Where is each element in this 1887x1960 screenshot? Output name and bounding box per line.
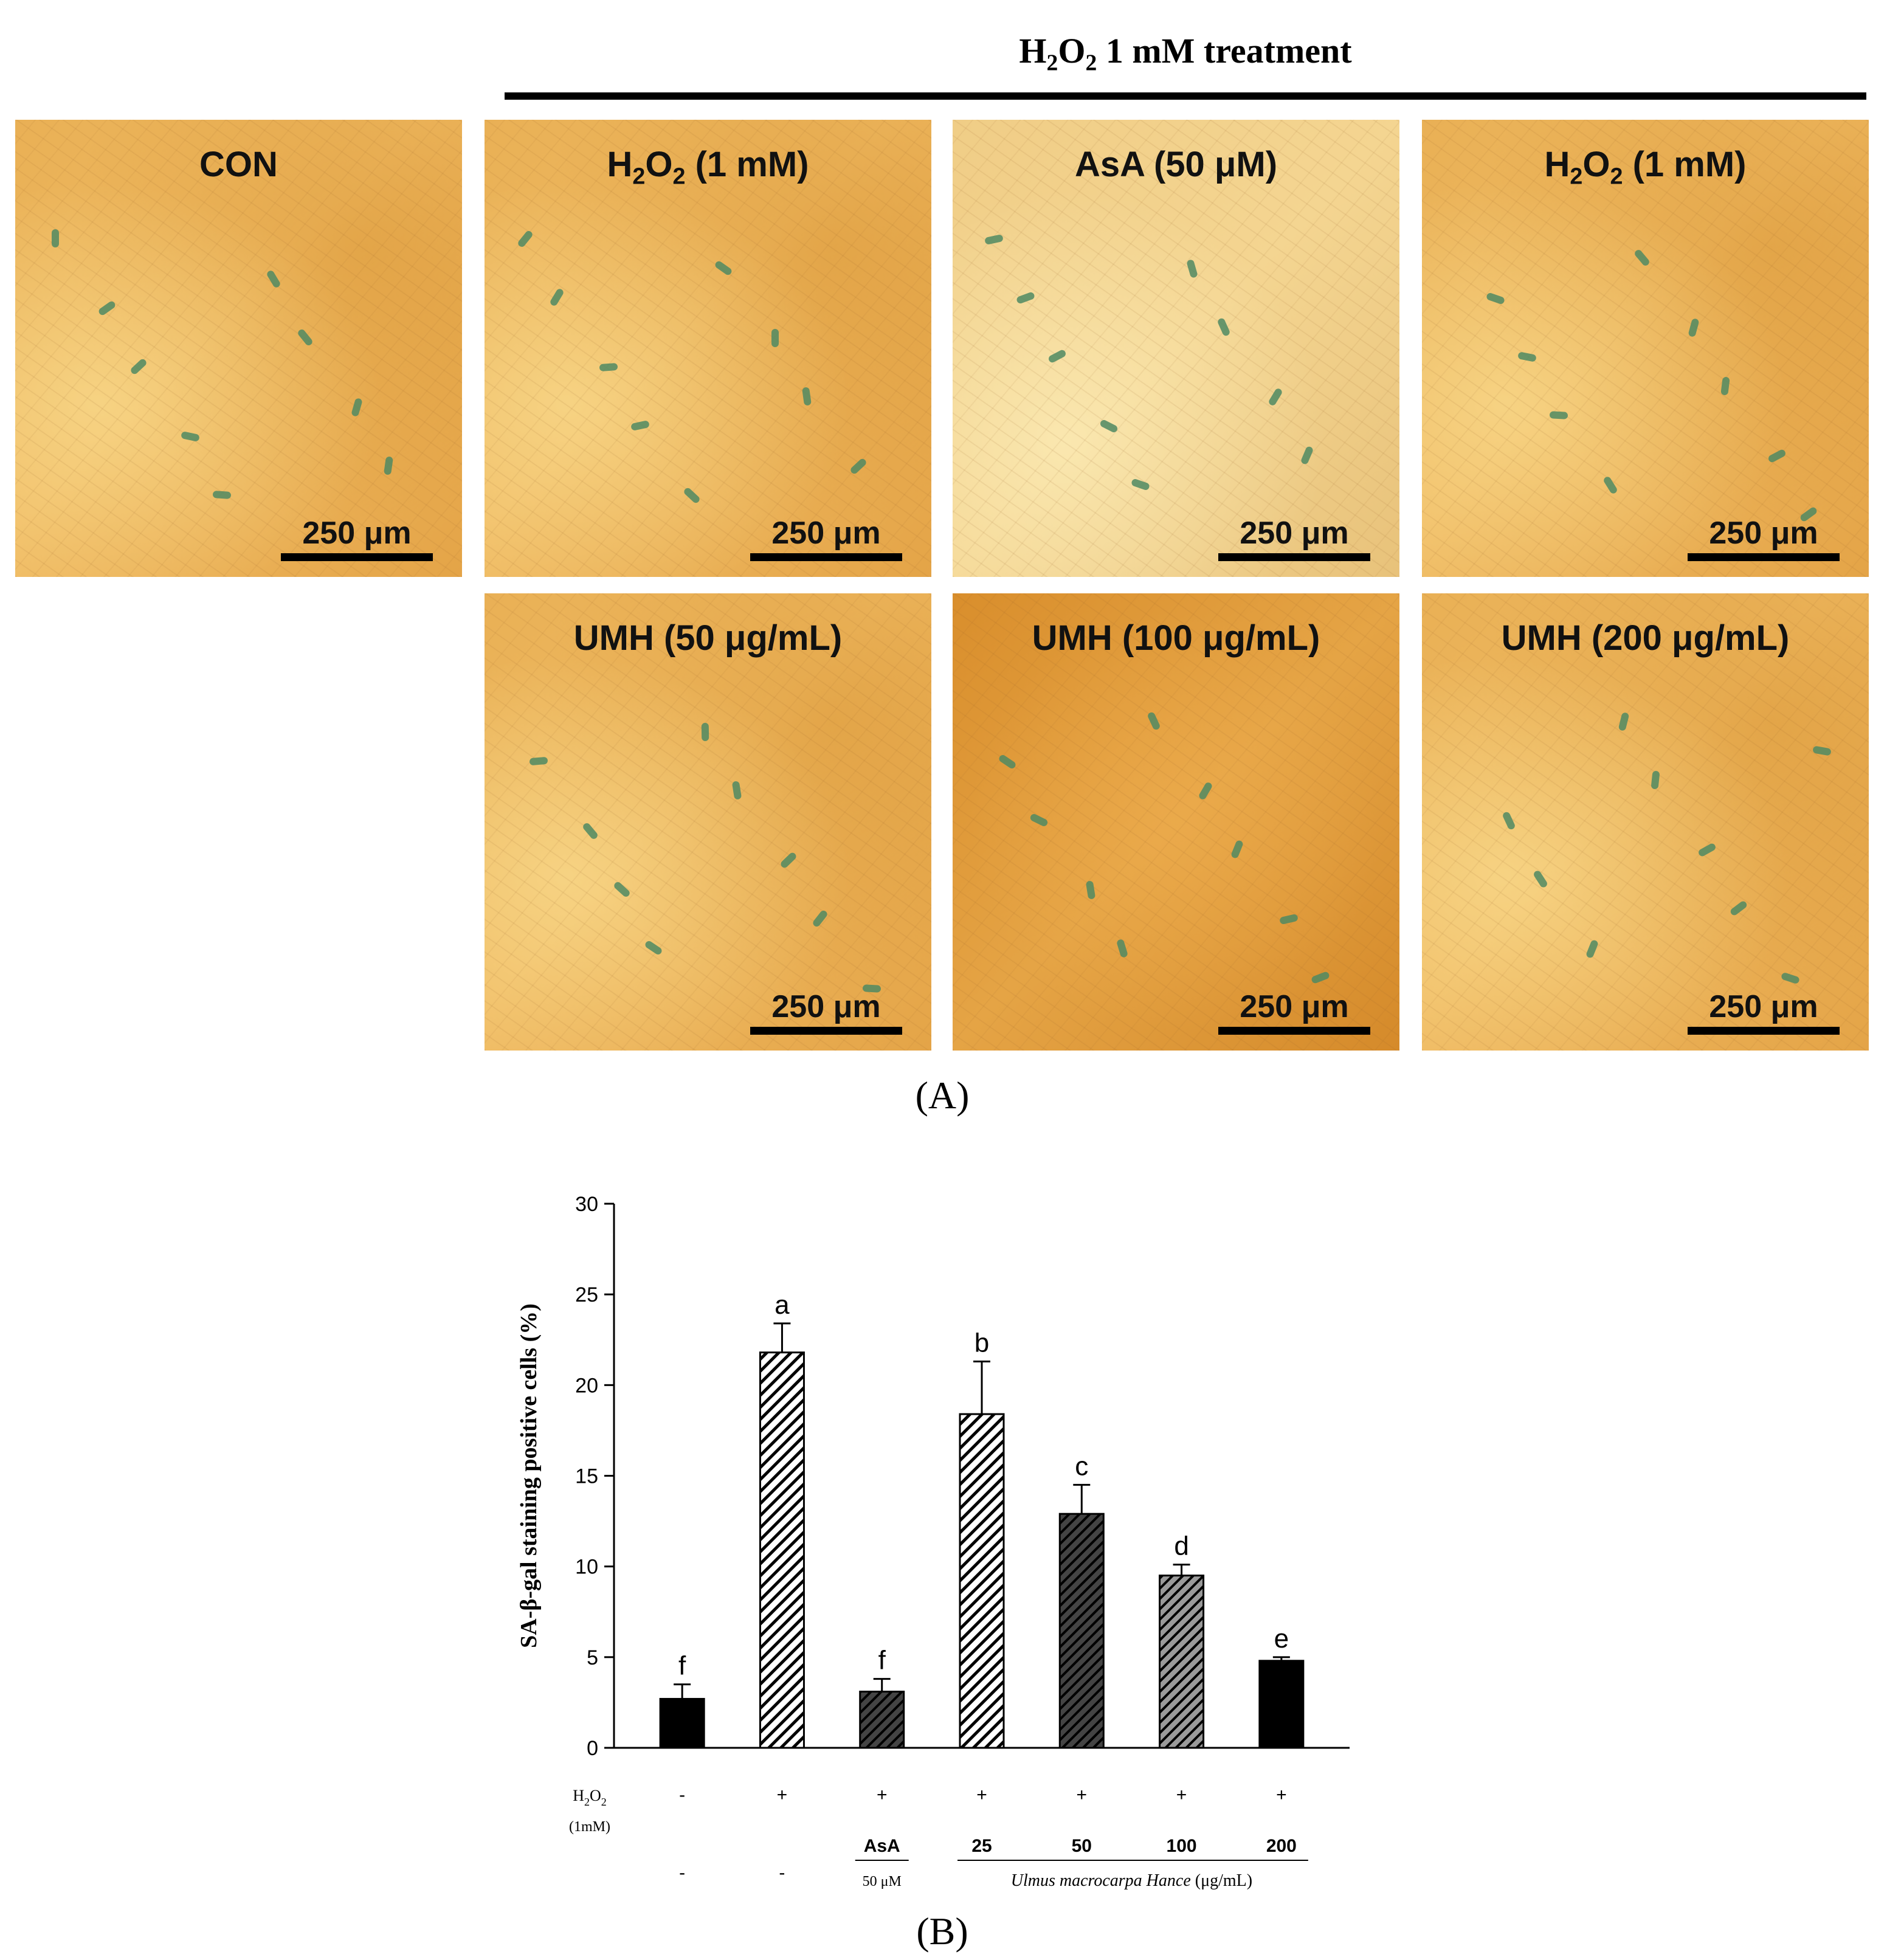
panel-b-caption: (B) — [916, 1910, 968, 1953]
chart-bars: f a f b c d e — [659, 1290, 1305, 1749]
treatment-row-value: - — [779, 1863, 785, 1883]
scale-bar-label: 250 μm — [771, 516, 881, 551]
micrograph-umh-200: UMH (200 μg/mL) 250 μm — [1422, 593, 1869, 1051]
scale-bar-label: 250 μm — [302, 516, 412, 551]
panel-label: UMH (200 μg/mL) — [1501, 618, 1790, 658]
significance-letter: a — [774, 1290, 790, 1320]
stained-cell — [862, 984, 881, 993]
stained-cell — [1549, 411, 1568, 419]
micrograph-h2o2-second: H2O2 (1 mM) 250 μm — [1422, 120, 1869, 577]
scale-bar-label: 250 μm — [1709, 516, 1818, 551]
treatment-header: H2O2 1 mM treatment — [863, 30, 1508, 77]
scale-bar — [1688, 1027, 1840, 1035]
chart-condition-rows: H2O2 (1mM) - + + + + + + - - AsA 25 50 100 200 50 μM Ulmu… — [569, 1785, 1308, 1890]
stained-cell — [701, 722, 709, 742]
bar — [1258, 1660, 1305, 1749]
scale-bar — [281, 553, 433, 561]
y-tick-label: 20 — [575, 1374, 598, 1397]
bar — [959, 1413, 1005, 1749]
cell-texture — [485, 120, 931, 577]
bar — [1058, 1513, 1105, 1749]
significance-letter: f — [678, 1651, 686, 1681]
micrograph-umh-50: UMH (50 μg/mL) 250 μm — [485, 593, 931, 1051]
y-tick-label: 10 — [575, 1556, 598, 1579]
bar-chart: 0 5 10 15 20 25 30 SA-β-gal staining positive c… — [516, 1193, 1350, 1890]
micrograph-h2o2: H2O2 (1 mM) 250 μm — [485, 120, 931, 577]
h2o2-row-value: + — [1276, 1785, 1287, 1805]
treatment-row-value: 25 — [971, 1836, 992, 1856]
h2o2-row-value: + — [777, 1785, 788, 1805]
panel-label: CON — [199, 145, 278, 184]
bar — [659, 1697, 705, 1749]
scale-bar — [1688, 553, 1840, 561]
stained-cell — [599, 362, 618, 372]
treatment-bracket-line — [505, 92, 1866, 100]
cell-texture — [953, 120, 1399, 577]
stained-cell — [52, 229, 59, 247]
scale-bar-label: 250 μm — [1709, 989, 1818, 1024]
panel-label: UMH (50 μg/mL) — [573, 618, 843, 658]
bar — [859, 1691, 905, 1749]
scale-bar-label: 250 μm — [771, 989, 881, 1024]
significance-letter: e — [1274, 1624, 1289, 1654]
significance-letter: b — [975, 1328, 989, 1358]
y-tick-label: 30 — [575, 1193, 598, 1216]
stained-cell — [212, 490, 232, 500]
h2o2-row-value: + — [1176, 1785, 1187, 1805]
bar — [1159, 1575, 1205, 1749]
treatment-row-value: 100 — [1167, 1836, 1197, 1856]
treatment-row-value: AsA — [864, 1836, 900, 1856]
cell-texture — [1422, 593, 1869, 1051]
y-tick-label: 25 — [575, 1283, 598, 1306]
treatment-row-value: 200 — [1266, 1836, 1297, 1856]
h2o2-row-value: + — [1077, 1785, 1088, 1805]
cell-texture — [1422, 120, 1869, 577]
scale-bar-label: 250 μm — [1240, 989, 1349, 1024]
significance-letter: c — [1075, 1451, 1088, 1481]
h2o2-row-label: H2O2 — [573, 1787, 607, 1808]
scale-bar-label: 250 μm — [1240, 516, 1349, 551]
h2o2-row-value: + — [877, 1785, 888, 1805]
treatment-row-value: - — [679, 1863, 685, 1883]
asa-concentration-label: 50 μM — [863, 1874, 902, 1889]
scale-bar — [750, 1027, 902, 1035]
extract-label: Ulmus macrocarpa Hance (μg/mL) — [1011, 1871, 1252, 1890]
panel-label: H2O2 (1 mM) — [607, 145, 809, 189]
panel-label: AsA (50 μM) — [1074, 145, 1278, 184]
cell-texture — [15, 120, 462, 577]
panel-label: UMH (100 μg/mL) — [1032, 618, 1320, 658]
scale-bar — [1218, 1027, 1370, 1035]
scale-bar — [750, 553, 902, 561]
panel-a-caption: (A) — [915, 1074, 970, 1117]
y-tick-label: 15 — [575, 1465, 598, 1488]
h2o2-row-sublabel: (1mM) — [569, 1819, 610, 1835]
cell-texture — [485, 593, 931, 1051]
y-tick-label: 0 — [587, 1737, 598, 1760]
h2o2-row-value: - — [679, 1785, 685, 1805]
micrograph-asa: AsA (50 μM) 250 μm — [953, 120, 1399, 577]
treatment-header-text: H2O2 1 mM treatment — [1019, 31, 1352, 76]
stained-cell — [771, 329, 779, 347]
micrograph-con: CON 250 μm — [15, 120, 462, 577]
bar — [759, 1351, 805, 1749]
micrograph-umh-100: UMH (100 μg/mL) 250 μm — [953, 593, 1399, 1051]
significance-letter: f — [878, 1646, 886, 1675]
chart-axes: 0 5 10 15 20 25 30 SA-β-gal staining positive c… — [516, 1193, 1350, 1760]
significance-letter: d — [1174, 1531, 1188, 1561]
treatment-row-value: 50 — [1072, 1836, 1092, 1856]
cell-texture — [953, 593, 1399, 1051]
scale-bar — [1218, 553, 1370, 561]
h2o2-row-value: + — [976, 1785, 987, 1805]
y-axis-label: SA-β-gal staining positive cells (%) — [516, 1303, 542, 1648]
y-tick-label: 5 — [587, 1646, 598, 1669]
panel-label: H2O2 (1 mM) — [1544, 145, 1747, 189]
